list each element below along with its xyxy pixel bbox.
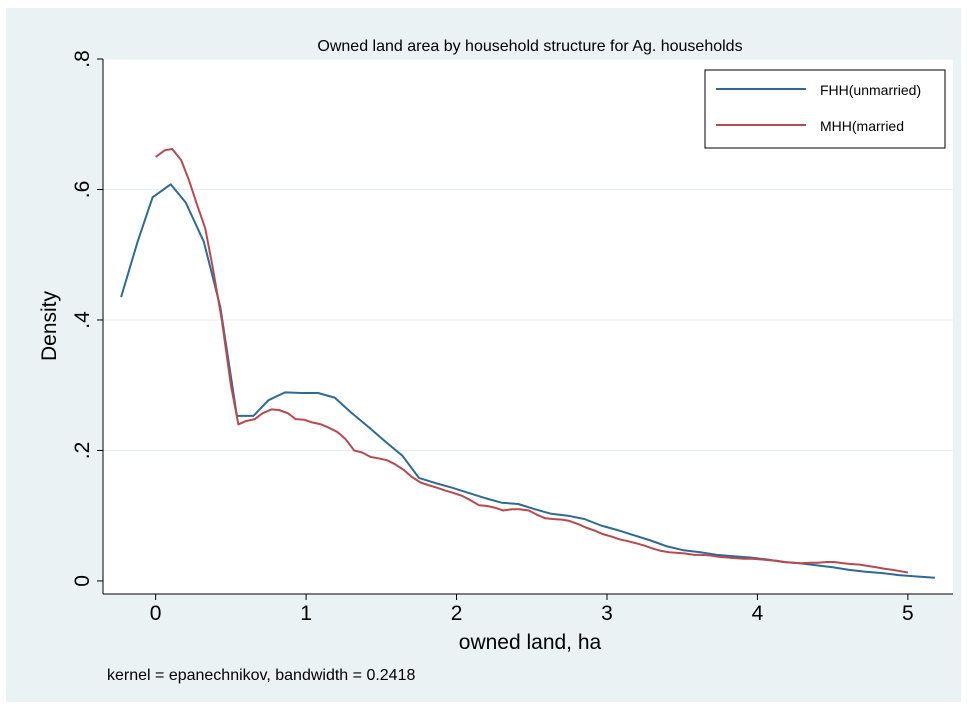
y-tick-label: .8 — [71, 50, 94, 68]
x-tick-label: 5 — [902, 602, 914, 625]
x-tick-label: 0 — [150, 602, 162, 625]
y-axis-label: Density — [38, 290, 61, 361]
x-tick-label: 2 — [451, 602, 463, 625]
y-tick-label: .2 — [71, 442, 94, 460]
x-tick-label: 1 — [300, 602, 312, 625]
legend-label-mhh: MHH(married — [820, 118, 904, 134]
chart-title: Owned land area by household structure f… — [317, 38, 742, 55]
legend-label-fhh: FHH(unmarried) — [820, 82, 921, 98]
x-tick-label: 4 — [752, 602, 764, 625]
legend-box — [704, 69, 946, 149]
legend: FHH(unmarried) MHH(married — [704, 69, 946, 149]
y-tick-label: .4 — [71, 311, 94, 329]
x-tick-label: 3 — [601, 602, 613, 625]
y-tick-label: .6 — [71, 181, 94, 199]
ticks-layer: 0 .2 .4 .6 .8 0 1 2 3 4 5 — [71, 50, 914, 625]
x-axis-label: owned land, ha — [459, 631, 602, 654]
series-layer — [120, 148, 935, 579]
series-line-mhh — [155, 148, 909, 574]
grid-layer — [103, 58, 953, 451]
kernel-note: kernel = epanechnikov, bandwidth = 0.241… — [107, 667, 415, 684]
y-tick-label: 0 — [71, 575, 94, 587]
